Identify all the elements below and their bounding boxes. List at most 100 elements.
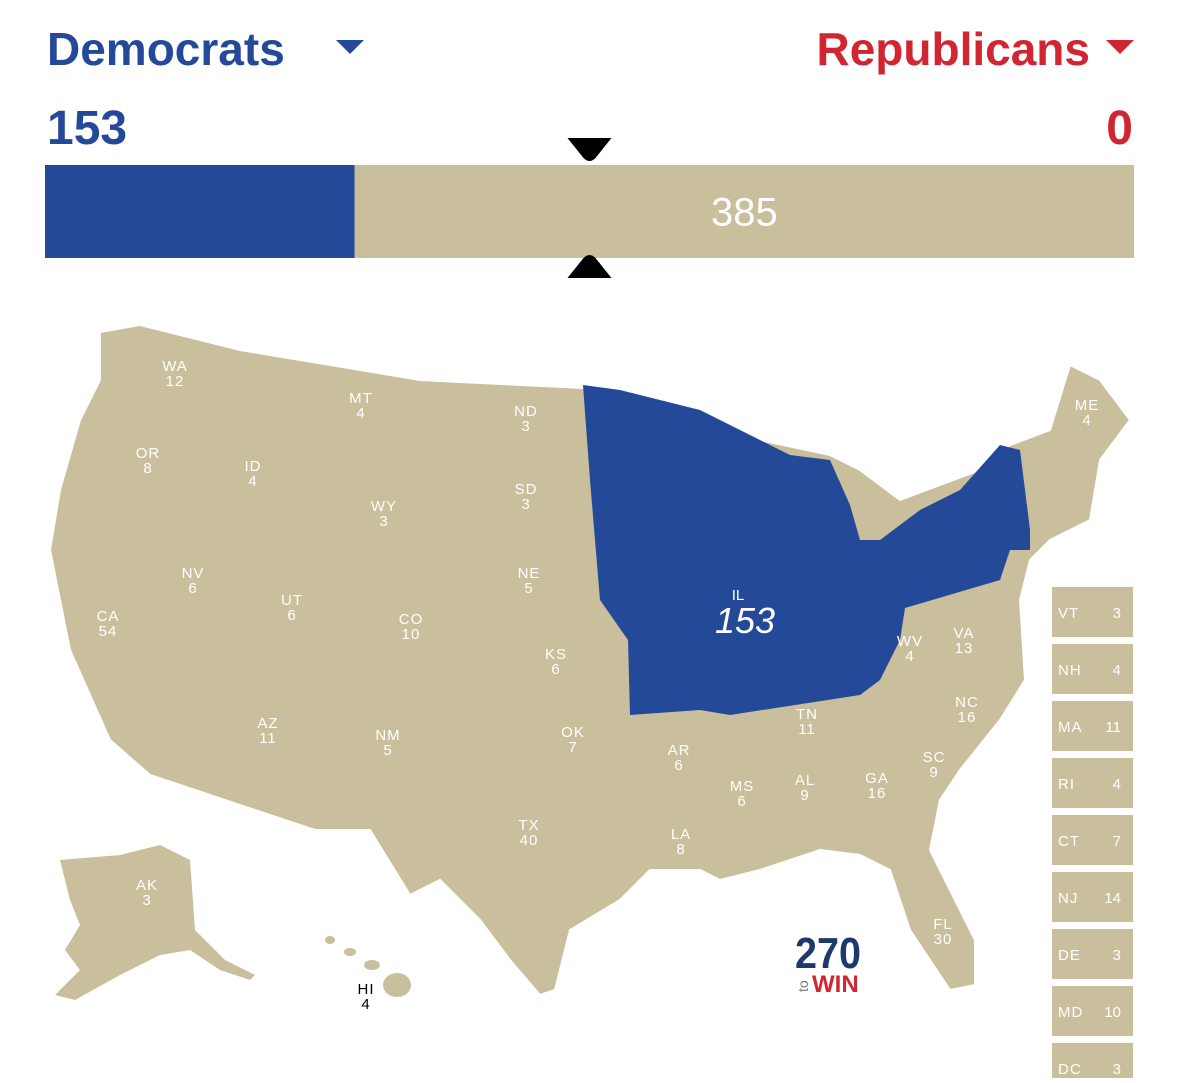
undecided-bar: [354, 165, 1134, 258]
logo: 270 to WIN: [795, 929, 861, 998]
state-votes: 11: [1105, 719, 1121, 736]
state-abbr: HI: [358, 981, 375, 998]
state-abbr: WY: [371, 498, 397, 515]
state-votes: 8: [676, 841, 685, 858]
state-abbr: KS: [545, 646, 567, 663]
small-state-box: [1052, 1043, 1133, 1083]
small-state-item[interactable]: MA 11: [1052, 701, 1133, 751]
small-state-box: [1052, 587, 1133, 637]
state-votes: 30: [934, 931, 953, 948]
state-votes: 40: [520, 832, 539, 849]
state-abbr: VT: [1058, 605, 1079, 622]
alaska: [55, 845, 255, 1000]
highlight-label: IL: [732, 587, 745, 604]
state-votes: 3: [1113, 947, 1121, 964]
state-abbr: MS: [730, 778, 755, 795]
state-votes: 3: [521, 418, 530, 435]
state-votes: 7: [1113, 833, 1121, 850]
state-abbr: VA: [954, 625, 975, 642]
state-votes: 16: [868, 785, 887, 802]
small-states-list: VT 3 NH 4 MA 11 RI 4 CT 7 NJ 14 DE 3 MD 10 DC 3: [1052, 587, 1133, 1083]
state-votes: 4: [1082, 412, 1091, 429]
state-abbr: UT: [281, 592, 303, 609]
state-votes: 3: [521, 496, 530, 513]
island: [325, 936, 335, 944]
island: [383, 973, 411, 997]
small-state-box: [1052, 872, 1133, 922]
state-abbr: NE: [518, 565, 541, 582]
state-votes: 6: [287, 607, 296, 624]
small-state-item[interactable]: DC 3: [1052, 1043, 1133, 1083]
dropdown-caret[interactable]: [336, 40, 364, 54]
state-abbr: OR: [136, 445, 161, 462]
small-state-item[interactable]: DE 3: [1052, 929, 1133, 979]
state-abbr: MT: [349, 390, 373, 407]
state-votes: 3: [1113, 1061, 1121, 1078]
state-abbr: NJ: [1058, 890, 1078, 907]
state-votes: 4: [905, 648, 914, 665]
small-state-item[interactable]: NH 4: [1052, 644, 1133, 694]
state-votes: 16: [958, 709, 977, 726]
state-abbr: MA: [1058, 719, 1083, 736]
state-abbr: RI: [1058, 776, 1075, 793]
rep-label[interactable]: Republicans: [816, 23, 1090, 75]
state-votes: 4: [248, 473, 257, 490]
state-abbr: ID: [245, 458, 262, 475]
hawaii: [325, 936, 411, 997]
highlight-total: 153: [715, 600, 775, 641]
state-abbr: NV: [182, 565, 205, 582]
state-abbr: AR: [668, 742, 691, 759]
state-votes: 3: [379, 513, 388, 530]
state-votes: 12: [166, 373, 185, 390]
logo-word: WIN: [812, 971, 859, 998]
state-votes: 8: [143, 460, 152, 477]
small-state-box: [1052, 644, 1133, 694]
state-votes: 6: [188, 580, 197, 597]
state-abbr: FL: [933, 916, 953, 933]
small-state-item[interactable]: NJ 14: [1052, 872, 1133, 922]
small-state-box: [1052, 815, 1133, 865]
island: [344, 948, 356, 956]
dem-label[interactable]: Democrats: [47, 23, 285, 75]
state-abbr: WV: [897, 633, 923, 650]
state-votes: 6: [674, 757, 683, 774]
map: [48, 323, 1132, 1000]
state-abbr: TX: [518, 817, 539, 834]
small-state-item[interactable]: RI 4: [1052, 758, 1133, 808]
undecided-votes: 385: [711, 191, 778, 235]
state-labels: WA12OR8CA54NV6ID4MT4WY3UT6AZ11CO10NM5ND3…: [97, 358, 1100, 1013]
small-state-box: [1052, 701, 1133, 751]
small-state-item[interactable]: CT 7: [1052, 815, 1133, 865]
state-votes: 10: [402, 626, 421, 643]
state-votes: 5: [383, 742, 392, 759]
state-votes: 4: [356, 405, 365, 422]
state-votes: 14: [1104, 890, 1121, 907]
small-state-box: [1052, 758, 1133, 808]
state-votes: 54: [99, 623, 118, 640]
logo-number: 270: [795, 929, 861, 978]
state-votes: 9: [800, 787, 809, 804]
state-abbr: LA: [671, 826, 691, 843]
state-abbr: DC: [1058, 1061, 1082, 1078]
small-state-box: [1052, 929, 1133, 979]
small-state-item[interactable]: MD 10: [1052, 986, 1133, 1036]
midpoint-marker: [567, 255, 612, 278]
logo-small: to: [795, 980, 811, 992]
state-votes: 6: [737, 793, 746, 810]
state-votes: 3: [1113, 605, 1121, 622]
state-abbr: ND: [514, 403, 538, 420]
state-abbr: TN: [796, 706, 818, 723]
state-votes: 10: [1104, 1004, 1121, 1021]
small-state-item[interactable]: VT 3: [1052, 587, 1133, 637]
state-votes: 7: [568, 739, 577, 756]
state-abbr: GA: [865, 770, 889, 787]
state-votes: 3: [142, 892, 151, 909]
state-abbr: MD: [1058, 1004, 1083, 1021]
state-abbr: NC: [955, 694, 979, 711]
dem-states-region: [583, 385, 1030, 715]
state-abbr: AL: [795, 772, 815, 789]
dropdown-caret[interactable]: [1106, 40, 1134, 54]
state-abbr: ME: [1075, 397, 1100, 414]
state-abbr: WA: [162, 358, 188, 375]
